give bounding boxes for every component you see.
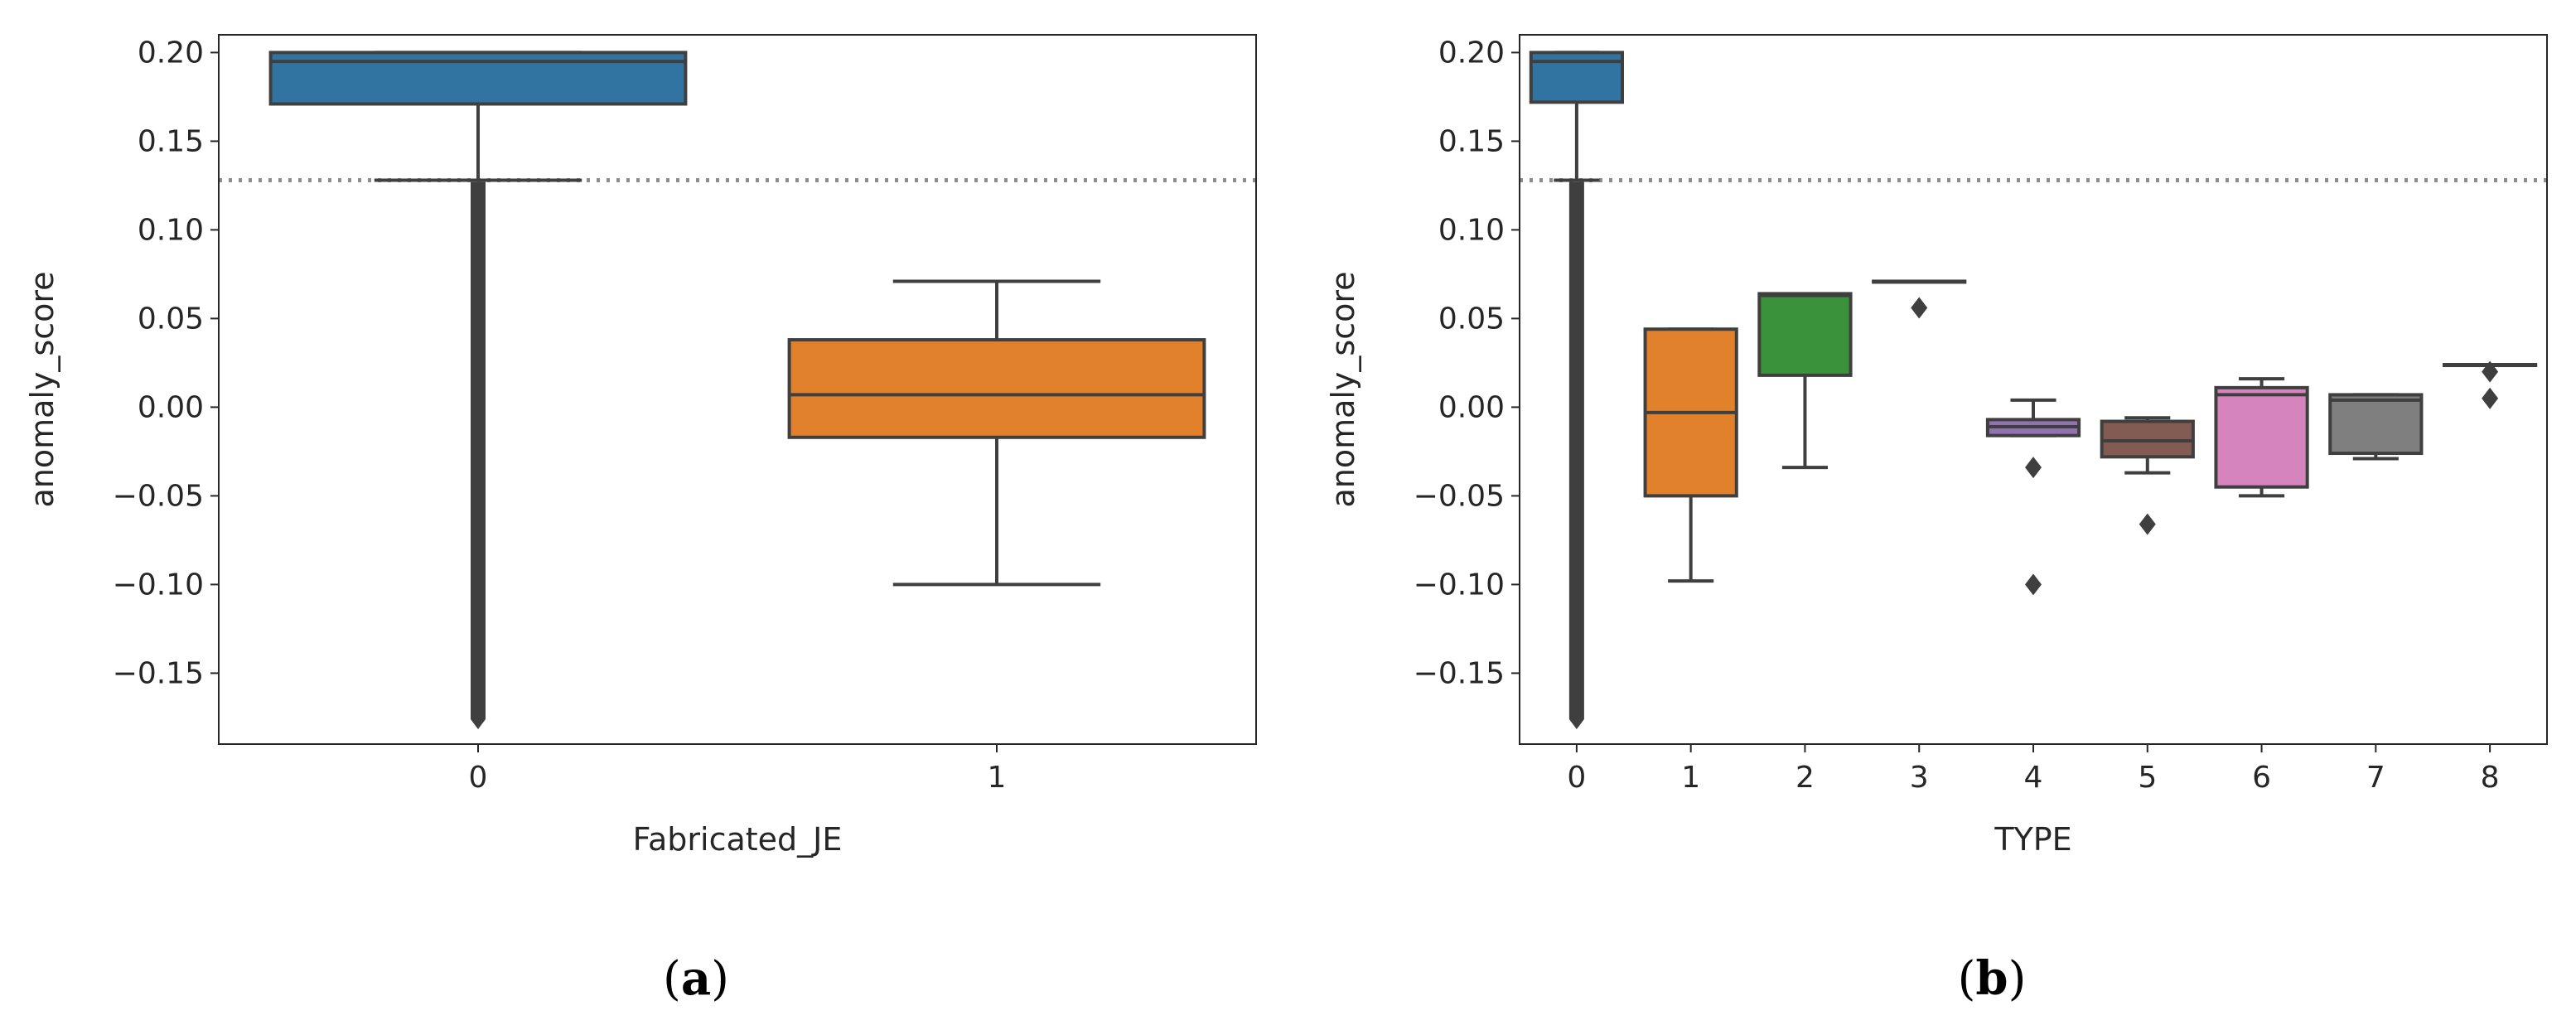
- p1-ytick-label: 0.05: [1438, 302, 1505, 336]
- panel-a-xlabel: Fabricated_JE: [633, 821, 843, 858]
- p1-box-3: [1872, 279, 1967, 319]
- p0-ytick-label: 0.15: [138, 124, 204, 158]
- p1-box-5: [2100, 416, 2195, 535]
- p0-ytick-label: 0.05: [138, 302, 204, 336]
- panel-b-ylabel: anomaly_score: [1325, 271, 1361, 507]
- p1-ytick-label: −0.05: [1414, 479, 1505, 513]
- p1-box-body: [2328, 393, 2424, 456]
- p1-ytick-label: 0.20: [1438, 36, 1505, 70]
- p1-outlier-point: [1568, 709, 1584, 730]
- p1-box-6: [2214, 377, 2309, 498]
- p0-ytick-label: 0.00: [138, 390, 204, 424]
- p1-ytick-label: 0.15: [1438, 124, 1505, 158]
- p0-xtick-label: 1: [988, 761, 1007, 795]
- p0-xtick-label: 0: [469, 761, 488, 795]
- panel-a-caption: (a): [663, 951, 729, 1006]
- p0-box-0: [268, 51, 688, 730]
- p1-ytick-label: −0.15: [1414, 656, 1505, 690]
- p0-ytick-label: −0.05: [113, 479, 204, 513]
- p1-box-body: [2100, 419, 2195, 459]
- panel-a-caption-letter: a: [681, 951, 711, 1006]
- p1-outlier-point: [2139, 513, 2156, 535]
- p0-outlier-point: [471, 709, 486, 730]
- p1-xtick-label: 0: [1567, 761, 1586, 795]
- p1-xtick-label: 6: [2252, 761, 2271, 795]
- p0-ytick-label: −0.15: [113, 656, 204, 690]
- p1-box-4: [1985, 398, 2081, 596]
- p1-box-7: [2328, 393, 2424, 461]
- p0-ytick-label: −0.10: [113, 568, 204, 602]
- panel-b-marks: [1520, 51, 2547, 730]
- p1-box-1: [1643, 327, 1738, 583]
- p1-box-body: [1757, 292, 1853, 377]
- p1-box-0: [1529, 51, 1625, 730]
- p0-box-body: [787, 338, 1206, 439]
- panel-b-xticks: 0 1 2 3 4 5 6 7 8: [1567, 744, 2500, 795]
- p1-ytick-label: 0.00: [1438, 390, 1505, 424]
- p0-box-1: [787, 279, 1206, 587]
- p1-xtick-label: 1: [1681, 761, 1700, 795]
- p1-ytick-label: 0.10: [1438, 213, 1505, 247]
- panel-b-caption: (b): [1958, 951, 2027, 1006]
- panel-a-marks: [219, 51, 1256, 730]
- p1-xtick-label: 5: [2138, 761, 2157, 795]
- p1-box-8: [2443, 360, 2538, 409]
- p1-outlier-point: [1911, 297, 1928, 319]
- p1-box-2: [1757, 292, 1853, 470]
- p1-xtick-label: 8: [2481, 761, 2500, 795]
- panel-b-yticks: −0.15 −0.10 −0.05 0.00 0.05 0.10 0.15 0.20: [1414, 36, 1520, 690]
- p1-outlier-point: [2025, 457, 2042, 479]
- p0-ytick-label: 0.20: [138, 36, 204, 70]
- p1-outlier-point: [2482, 387, 2499, 409]
- p1-xtick-label: 4: [2024, 761, 2043, 795]
- panel-b-caption-letter: b: [1975, 951, 2008, 1006]
- panel-b-xlabel: TYPE: [1994, 821, 2071, 858]
- p1-xtick-label: 2: [1795, 761, 1815, 795]
- panel-a-frame: [218, 34, 1257, 745]
- p1-ytick-label: −0.10: [1414, 568, 1505, 602]
- panel-a-ylabel: anomaly_score: [24, 271, 60, 507]
- p1-box-body: [2214, 385, 2309, 489]
- p1-outlier-point: [2482, 360, 2499, 383]
- p1-outlier-point: [2025, 573, 2042, 596]
- p1-xtick-label: 3: [1910, 761, 1929, 795]
- p0-ytick-label: 0.10: [138, 213, 204, 247]
- p1-xtick-label: 7: [2366, 761, 2385, 795]
- panel-a-yticks: −0.15 −0.10 −0.05 0.00 0.05 0.10 0.15 0.20: [113, 36, 219, 690]
- panel-b: −0.15 −0.10 −0.05 0.00 0.05 0.10 0.15 0.20 0 1 2 3…: [1325, 34, 2548, 1006]
